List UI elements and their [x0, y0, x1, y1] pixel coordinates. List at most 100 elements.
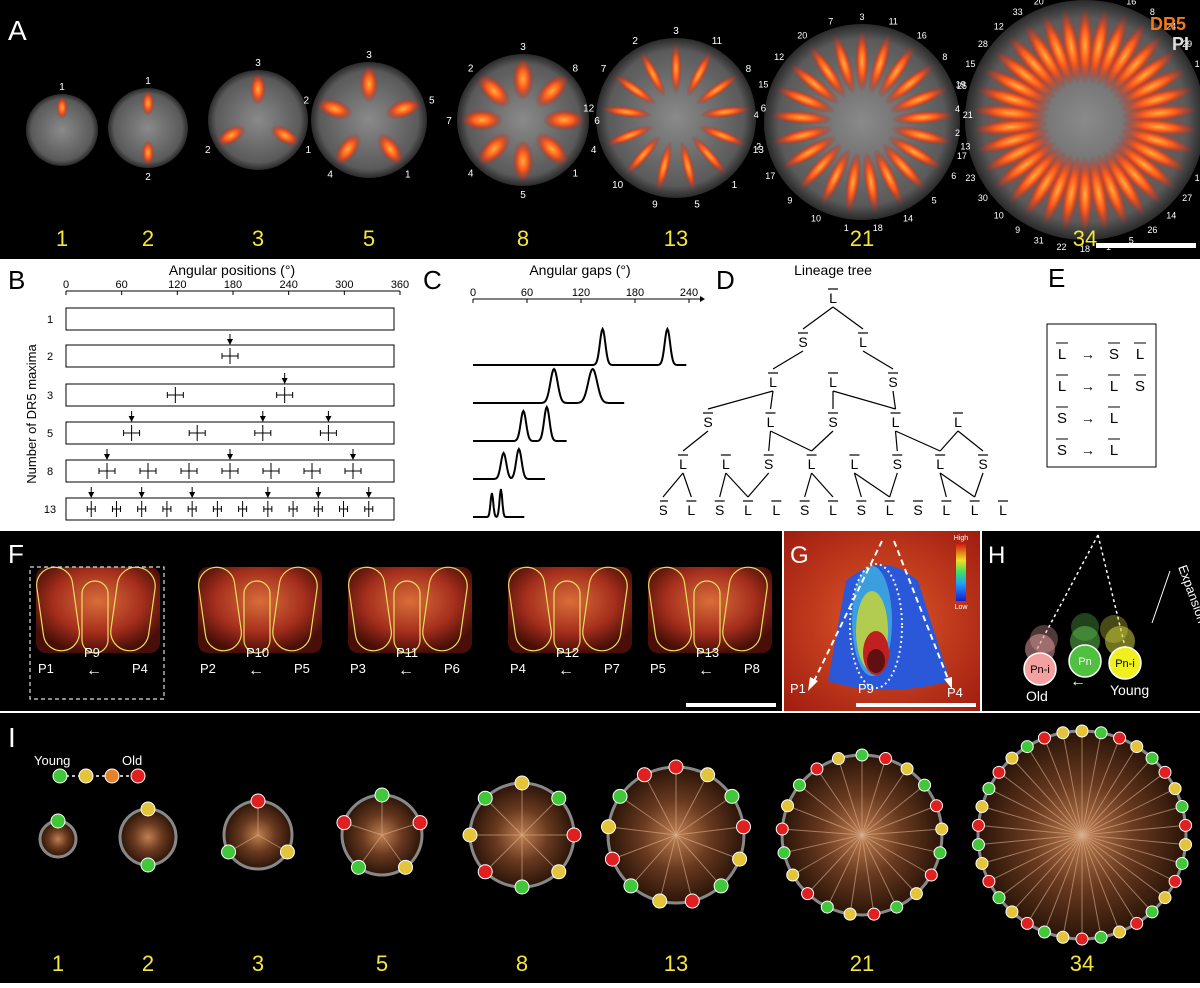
- a-primordium-label: 7: [601, 64, 607, 75]
- b-row-label: 8: [47, 466, 53, 478]
- scale-bar-f: [686, 703, 776, 707]
- lineage-node: S: [978, 456, 987, 472]
- i-stage-13: 13: [601, 760, 750, 976]
- lineage-node: L: [679, 456, 687, 472]
- g-mid: P9: [858, 681, 874, 696]
- a-primordium-label: 8: [942, 52, 947, 62]
- old-label: Old: [1026, 688, 1048, 704]
- legend-orange-dot: [105, 769, 119, 783]
- a-primordium-label: 3: [673, 26, 679, 37]
- gap-distribution-curve: [473, 489, 524, 517]
- a-primordium-label: 28: [978, 39, 988, 49]
- a-primordium-label: 22: [1056, 242, 1066, 252]
- panel-c-title: Angular gaps (°): [529, 262, 630, 278]
- a-primordium-label: 7: [446, 116, 452, 127]
- primordium-age-dot: [811, 763, 823, 775]
- scale-bar-g: [856, 703, 976, 707]
- mid-node-label: Pn: [1078, 656, 1091, 668]
- a-primordium-label: 31: [1034, 235, 1044, 245]
- a-stage-8: [457, 54, 589, 186]
- b-row-label: 2: [47, 351, 53, 363]
- primordium-age-dot: [802, 888, 814, 900]
- primordium-age-dot: [1038, 732, 1050, 744]
- primordium-age-dot: [880, 753, 892, 765]
- g-left: P1: [790, 681, 806, 696]
- lineage-node: L: [829, 290, 837, 306]
- primordium-age-dot: [910, 888, 922, 900]
- primordium-age-dot: [934, 847, 946, 859]
- expansion-label: Expansion: [1175, 563, 1200, 625]
- g-right: P4: [947, 685, 963, 700]
- dr5-maximum: [360, 65, 379, 102]
- a-stage-count: 2: [142, 226, 154, 251]
- primordium-age-dot: [351, 860, 365, 874]
- primordium-age-dot: [844, 908, 856, 920]
- b-row-label: 13: [44, 504, 56, 516]
- a-stage-count: 8: [517, 226, 529, 251]
- primordium-age-dot: [793, 779, 805, 791]
- panel-d-label: D: [716, 265, 735, 295]
- a-primordium-label: 30: [978, 193, 988, 203]
- a-primordium-label: 25: [957, 81, 967, 91]
- scale-bar-a: [1096, 243, 1196, 248]
- primordium-age-dot: [653, 894, 667, 908]
- b-row-box: [66, 308, 394, 330]
- a-primordium-label: 11: [889, 17, 898, 27]
- primordium-age-dot: [463, 828, 477, 842]
- i-stage-3: 3: [222, 794, 295, 976]
- lineage-node: L: [829, 374, 837, 390]
- primordium-age-dot: [222, 845, 236, 859]
- young-node-label: Pn-i: [1115, 658, 1135, 670]
- primordium-age-dot: [725, 789, 739, 803]
- lineage-node: L: [769, 374, 777, 390]
- primordium-age-dot: [787, 869, 799, 881]
- a-primordium-label: 4: [754, 110, 759, 120]
- a-primordium-label: 10: [811, 214, 821, 224]
- primordium-age-dot: [413, 816, 427, 830]
- lineage-node: S: [913, 502, 922, 518]
- primordium-age-dot: [1180, 819, 1192, 831]
- primordium-age-dot: [832, 753, 844, 765]
- i-stage-count: 3: [252, 951, 264, 976]
- lineage-node: L: [936, 456, 944, 472]
- a-primordium-label: 3: [520, 42, 526, 53]
- a-primordium-label: 11: [712, 36, 723, 47]
- f-mid-label: P13: [696, 645, 719, 660]
- rule-to: L: [1110, 442, 1118, 459]
- f-right-label: P5: [294, 661, 310, 676]
- a-primordium-label: 5: [932, 196, 937, 206]
- primordium-age-dot: [901, 763, 913, 775]
- primordium-age-dot: [1006, 752, 1018, 764]
- primordium-age-dot: [552, 791, 566, 805]
- a-primordium-label: 8: [573, 64, 579, 75]
- primordium-age-dot: [337, 816, 351, 830]
- f-right-label: P7: [604, 661, 620, 676]
- a-primordium-label: 1: [732, 180, 738, 191]
- primordium-age-dot: [637, 768, 651, 782]
- a-primordium-label: 16: [1126, 0, 1136, 7]
- a-primordium-label: 26: [1147, 225, 1157, 235]
- a-primordium-label: 9: [1015, 225, 1020, 235]
- a-primordium-label: 10: [612, 180, 624, 191]
- primordium-age-dot: [624, 879, 638, 893]
- i-stage-21: 21: [776, 749, 948, 976]
- a-primordium-label: 9: [652, 199, 658, 210]
- i-stage-count: 2: [142, 951, 154, 976]
- lineage-node: S: [798, 334, 807, 350]
- a-stage-count: 13: [664, 226, 688, 251]
- panel-d-title: Lineage tree: [794, 262, 872, 278]
- i-stage-count: 5: [376, 951, 388, 976]
- legend-mid-dot: [79, 769, 93, 783]
- f-mid-label: P10: [246, 645, 269, 660]
- primordium-age-dot: [552, 865, 566, 879]
- i-stage-2: 2: [120, 802, 176, 976]
- f-mid-label: P9: [84, 645, 100, 660]
- b-tick-label: 60: [116, 279, 128, 291]
- rule-arrow: →: [1081, 346, 1095, 362]
- f-mid-label: P12: [556, 645, 579, 660]
- primordium-age-dot: [1169, 875, 1181, 887]
- lineage-node: S: [715, 502, 724, 518]
